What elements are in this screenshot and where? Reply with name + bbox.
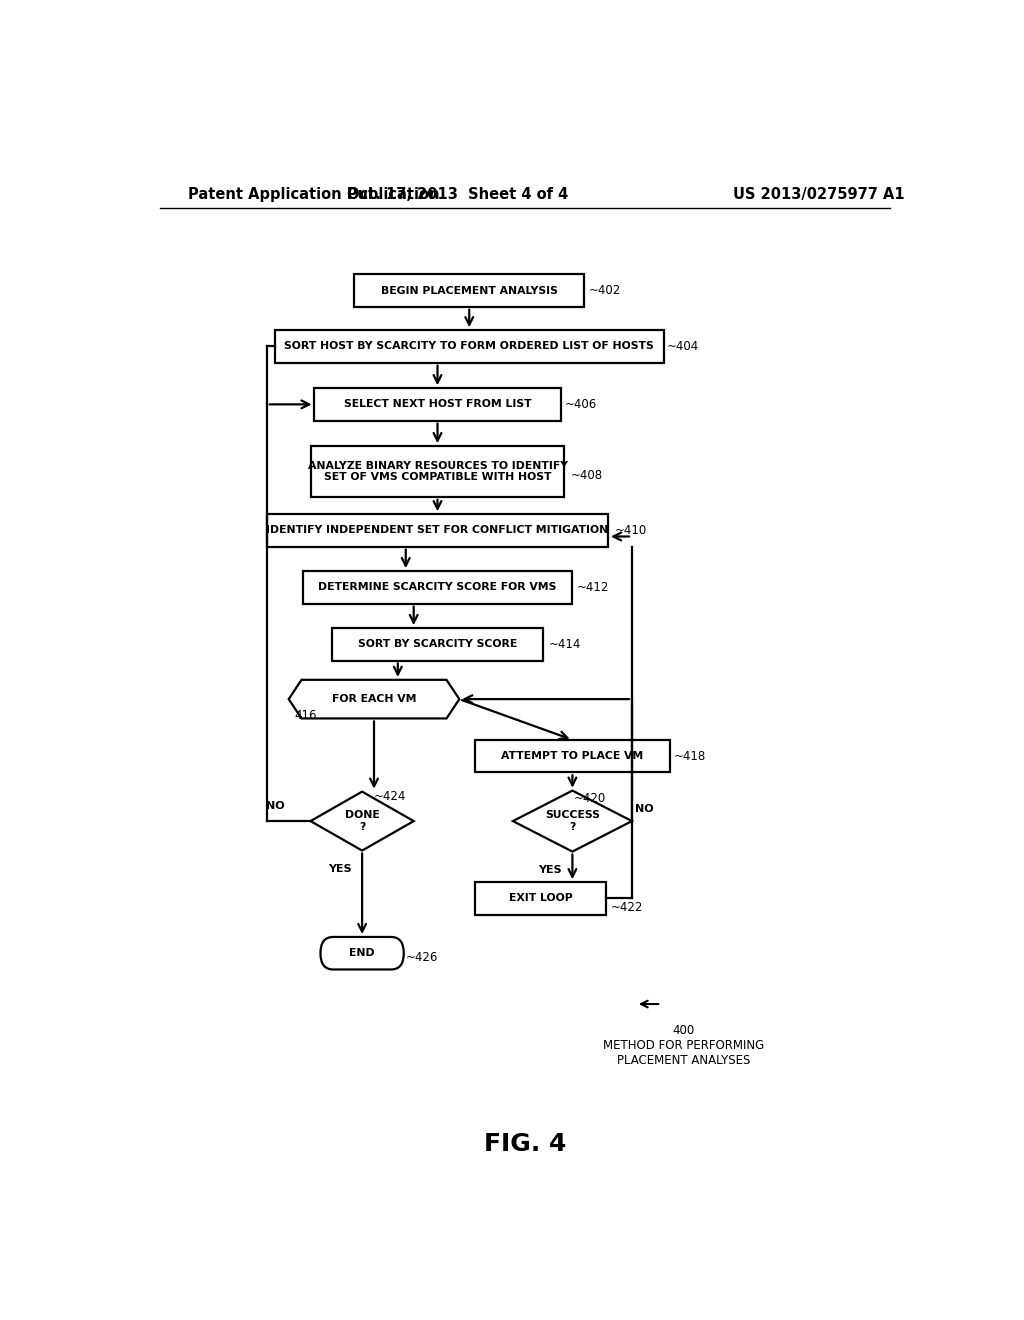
Text: EXIT LOOP: EXIT LOOP [509,894,572,903]
Text: ATTEMPT TO PLACE VM: ATTEMPT TO PLACE VM [502,751,643,762]
FancyBboxPatch shape [303,572,572,603]
Text: YES: YES [328,863,351,874]
Text: US 2013/0275977 A1: US 2013/0275977 A1 [732,187,904,202]
Text: SORT BY SCARCITY SCORE: SORT BY SCARCITY SCORE [357,639,517,649]
Text: ~412: ~412 [577,581,608,594]
Text: ANALYZE BINARY RESOURCES TO IDENTIFY
SET OF VMS COMPATIBLE WITH HOST: ANALYZE BINARY RESOURCES TO IDENTIFY SET… [307,461,567,482]
Text: Oct. 17, 2013  Sheet 4 of 4: Oct. 17, 2013 Sheet 4 of 4 [347,187,568,202]
Text: NO: NO [635,804,653,814]
Text: ~418: ~418 [674,750,707,763]
FancyBboxPatch shape [267,515,608,546]
Text: ~402: ~402 [588,284,621,297]
Text: NO: NO [265,801,284,810]
Text: ~404: ~404 [667,341,699,352]
FancyBboxPatch shape [333,628,543,660]
Polygon shape [513,791,632,851]
Text: SORT HOST BY SCARCITY TO FORM ORDERED LIST OF HOSTS: SORT HOST BY SCARCITY TO FORM ORDERED LI… [285,342,654,351]
Text: Patent Application Publication: Patent Application Publication [187,187,439,202]
Text: ~426: ~426 [406,950,438,964]
Text: IDENTIFY INDEPENDENT SET FOR CONFLICT MITIGATION: IDENTIFY INDEPENDENT SET FOR CONFLICT MI… [266,525,608,536]
Text: DONE
?: DONE ? [345,810,380,832]
Text: ~414: ~414 [549,638,581,651]
Text: ~420: ~420 [574,792,606,805]
Text: BEGIN PLACEMENT ANALYSIS: BEGIN PLACEMENT ANALYSIS [381,285,558,296]
FancyBboxPatch shape [310,446,564,496]
Text: SELECT NEXT HOST FROM LIST: SELECT NEXT HOST FROM LIST [344,400,531,409]
Text: ~410: ~410 [614,524,647,537]
Text: ~424: ~424 [374,791,407,803]
Text: 400
METHOD FOR PERFORMING
PLACEMENT ANALYSES: 400 METHOD FOR PERFORMING PLACEMENT ANAL… [603,1024,764,1068]
Text: ~406: ~406 [564,397,597,411]
FancyBboxPatch shape [274,330,664,363]
Text: 416: 416 [295,709,317,722]
FancyBboxPatch shape [321,937,403,969]
Polygon shape [310,792,414,850]
FancyBboxPatch shape [475,739,670,772]
FancyBboxPatch shape [475,882,606,915]
Text: ~408: ~408 [570,469,603,482]
FancyBboxPatch shape [354,275,585,306]
FancyBboxPatch shape [314,388,560,421]
Text: FOR EACH VM: FOR EACH VM [332,694,417,704]
Text: FIG. 4: FIG. 4 [483,1133,566,1156]
Text: YES: YES [539,865,562,875]
Text: END: END [349,948,375,958]
Polygon shape [289,680,460,718]
Text: DETERMINE SCARCITY SCORE FOR VMS: DETERMINE SCARCITY SCORE FOR VMS [318,582,557,593]
Text: ~422: ~422 [610,902,643,913]
Text: SUCCESS
?: SUCCESS ? [545,810,600,832]
